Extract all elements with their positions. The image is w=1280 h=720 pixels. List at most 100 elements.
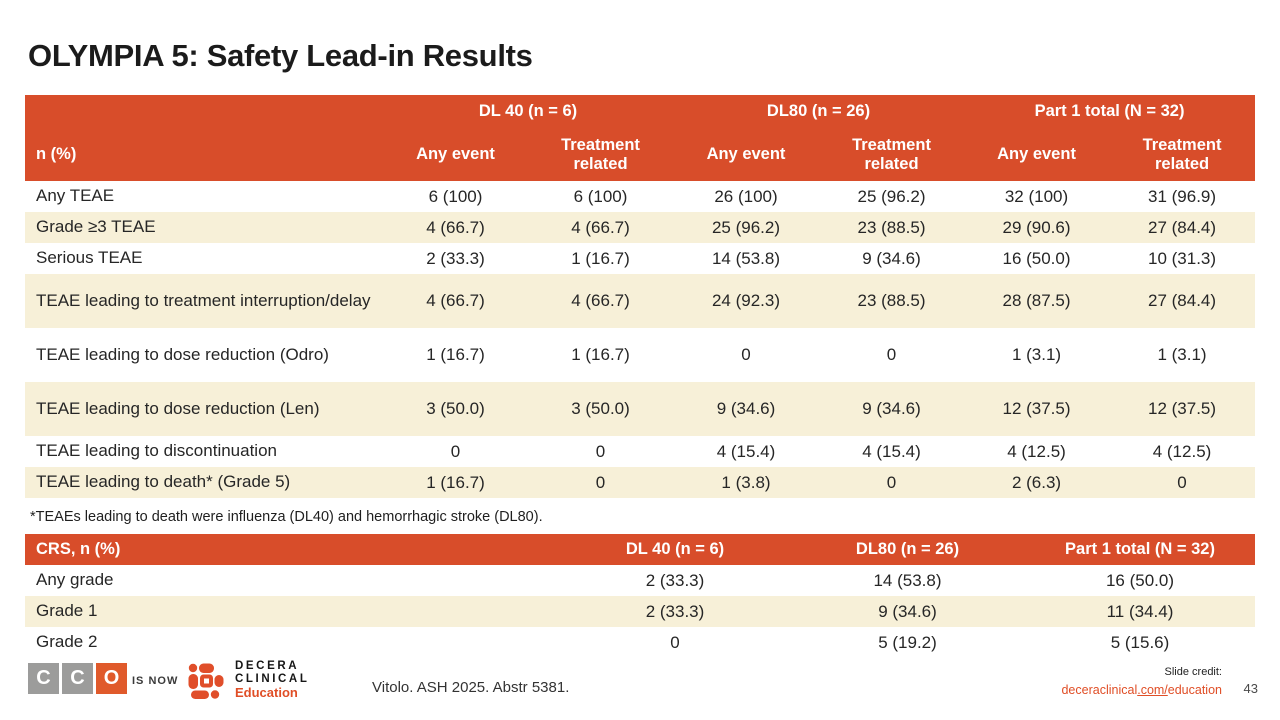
column-header: Any event <box>964 128 1110 181</box>
value-cell: 29 (90.6) <box>1002 217 1071 237</box>
value-cell: 1 (16.7) <box>571 345 630 364</box>
footnote: *TEAEs leading to death were influenza (… <box>30 509 543 525</box>
slide-credit: Slide credit: deceraclinical.com/educati… <box>1061 666 1222 700</box>
value-cell: 4 (12.5) <box>1152 441 1212 461</box>
value-cell: 14 (53.8) <box>711 248 781 268</box>
group-header-part1: Part 1 total (N = 32) <box>964 95 1256 128</box>
column-header-n-pct: n (%) <box>25 128 383 181</box>
value-cell: 28 (87.5) <box>1002 291 1071 310</box>
value-cell: 3 (50.0) <box>571 399 630 418</box>
safety-table: DL 40 (n = 6) DL80 (n = 26) Part 1 total… <box>25 95 1256 498</box>
column-header: Treatment related <box>1109 128 1256 181</box>
is-now-label: IS NOW <box>132 675 179 687</box>
table-row: TEAE leading to treatment interruption/d… <box>25 274 1256 328</box>
value-cell: 6 (100) <box>573 186 628 206</box>
value-cell: 10 (31.3) <box>1148 248 1217 268</box>
table-row: Grade 1 2 (33.3) 9 (34.6) 11 (34.4) <box>25 596 1255 627</box>
value-cell: 32 (100) <box>1004 186 1069 206</box>
value-cell: 2 (33.3) <box>426 248 485 268</box>
value-cell: 0 <box>1177 472 1187 492</box>
value-cell: 0 <box>450 441 461 461</box>
slide-credit-link[interactable]: deceraclinical.com/education <box>1061 682 1222 697</box>
value-cell: 12 (37.5) <box>1148 399 1217 418</box>
value-cell: 1 (3.1) <box>1157 345 1207 364</box>
crs-header-label: CRS, n (%) <box>25 534 560 565</box>
value-cell: 0 <box>886 345 897 364</box>
value-cell: 3 (50.0) <box>426 399 485 418</box>
value-cell: 4 (66.7) <box>571 217 630 237</box>
row-label: TEAE leading to death* (Grade 5) <box>36 472 291 492</box>
value-cell: 4 (66.7) <box>426 291 485 310</box>
citation: Vitolo. ASH 2025. Abstr 5381. <box>372 679 570 696</box>
table-row: Any TEAE 6 (100) 6 (100) 26 (100) 25 (96… <box>25 181 1255 212</box>
value-cell: 0 <box>670 632 680 652</box>
group-header-dl40: DL 40 (n = 6) <box>383 95 673 128</box>
table-row: TEAE leading to death* (Grade 5) 1 (16.7… <box>25 467 1256 498</box>
column-header-dl80: DL80 (n = 26) <box>790 534 1025 565</box>
row-label: Serious TEAE <box>36 248 143 268</box>
row-label: Grade 1 <box>36 601 98 621</box>
value-cell: 4 (66.7) <box>571 291 630 310</box>
page-number: 43 <box>1243 681 1258 696</box>
column-header: Treatment related <box>819 128 965 181</box>
value-cell: 0 <box>595 441 606 461</box>
value-cell: 24 (92.3) <box>711 291 781 310</box>
row-label: Any TEAE <box>36 186 115 206</box>
value-cell: 4 (15.4) <box>862 441 921 461</box>
decera-wordmark-line3: Education <box>235 685 298 701</box>
value-cell: 16 (50.0) <box>1002 248 1071 268</box>
decera-wordmark-line1: DECERA <box>235 660 300 672</box>
value-cell: 4 (15.4) <box>716 441 776 461</box>
slide-credit-label: Slide credit: <box>1164 666 1222 678</box>
decera-logo-icon <box>188 663 224 699</box>
value-cell: 9 (34.6) <box>716 399 776 418</box>
row-label: Grade ≥3 TEAE <box>36 217 156 237</box>
value-cell: 0 <box>741 345 751 364</box>
row-label: TEAE leading to discontinuation <box>36 441 277 461</box>
value-cell: 1 (16.7) <box>571 248 630 268</box>
value-cell: 6 (100) <box>428 186 483 206</box>
cco-letter: C <box>28 663 59 694</box>
cco-logo: C C O <box>28 663 127 694</box>
column-header: Any event <box>673 128 819 181</box>
table-row: Grade 2 0 5 (19.2) 5 (15.6) <box>25 627 1255 658</box>
value-cell: 4 (66.7) <box>426 217 485 237</box>
row-label: TEAE leading to dose reduction (Odro) <box>36 344 329 364</box>
value-cell: 25 (96.2) <box>857 186 926 206</box>
value-cell: 5 (19.2) <box>878 632 937 652</box>
table-row: Grade ≥3 TEAE 4 (66.7) 4 (66.7) 25 (96.2… <box>25 212 1256 243</box>
value-cell: 25 (96.2) <box>711 217 781 237</box>
table-row: Any grade 2 (33.3) 14 (53.8) 16 (50.0) <box>25 565 1255 596</box>
value-cell: 27 (84.4) <box>1148 291 1217 310</box>
value-cell: 1 (3.1) <box>1011 345 1062 364</box>
value-cell: 23 (88.5) <box>857 291 926 310</box>
value-cell: 9 (34.6) <box>862 248 921 268</box>
crs-table: CRS, n (%) DL 40 (n = 6) DL80 (n = 26) P… <box>25 534 1255 658</box>
value-cell: 2 (6.3) <box>1011 472 1062 492</box>
value-cell: 9 (34.6) <box>878 601 937 621</box>
column-header-part1: Part 1 total (N = 32) <box>1025 534 1255 565</box>
column-header: Any event <box>383 128 528 181</box>
value-cell: 27 (84.4) <box>1148 217 1217 237</box>
header-spacer <box>25 95 383 128</box>
value-cell: 26 (100) <box>714 186 778 206</box>
group-header-dl80: DL80 (n = 26) <box>673 95 965 128</box>
row-label: TEAE leading to dose reduction (Len) <box>36 398 320 418</box>
value-cell: 5 (15.6) <box>1110 632 1170 652</box>
column-header-dl40: DL 40 (n = 6) <box>560 534 790 565</box>
value-cell: 11 (34.4) <box>1106 601 1174 621</box>
value-cell: 1 (3.8) <box>721 472 771 492</box>
row-label: Grade 2 <box>36 632 98 652</box>
row-label: TEAE leading to treatment interruption/d… <box>36 290 371 310</box>
decera-logo: DECERA CLINICAL Education <box>186 660 309 701</box>
value-cell: 0 <box>595 472 606 492</box>
value-cell: 12 (37.5) <box>1002 399 1071 418</box>
table-row: Serious TEAE 2 (33.3) 1 (16.7) 14 (53.8)… <box>25 243 1255 274</box>
value-cell: 1 (16.7) <box>426 472 485 492</box>
value-cell: 9 (34.6) <box>862 399 921 418</box>
table-row: TEAE leading to discontinuation 0 0 4 (1… <box>25 436 1255 467</box>
value-cell: 2 (33.3) <box>645 601 705 621</box>
row-label: Any grade <box>36 570 114 590</box>
cco-letter: O <box>96 663 127 694</box>
decera-wordmark-line2: CLINICAL <box>235 673 310 686</box>
